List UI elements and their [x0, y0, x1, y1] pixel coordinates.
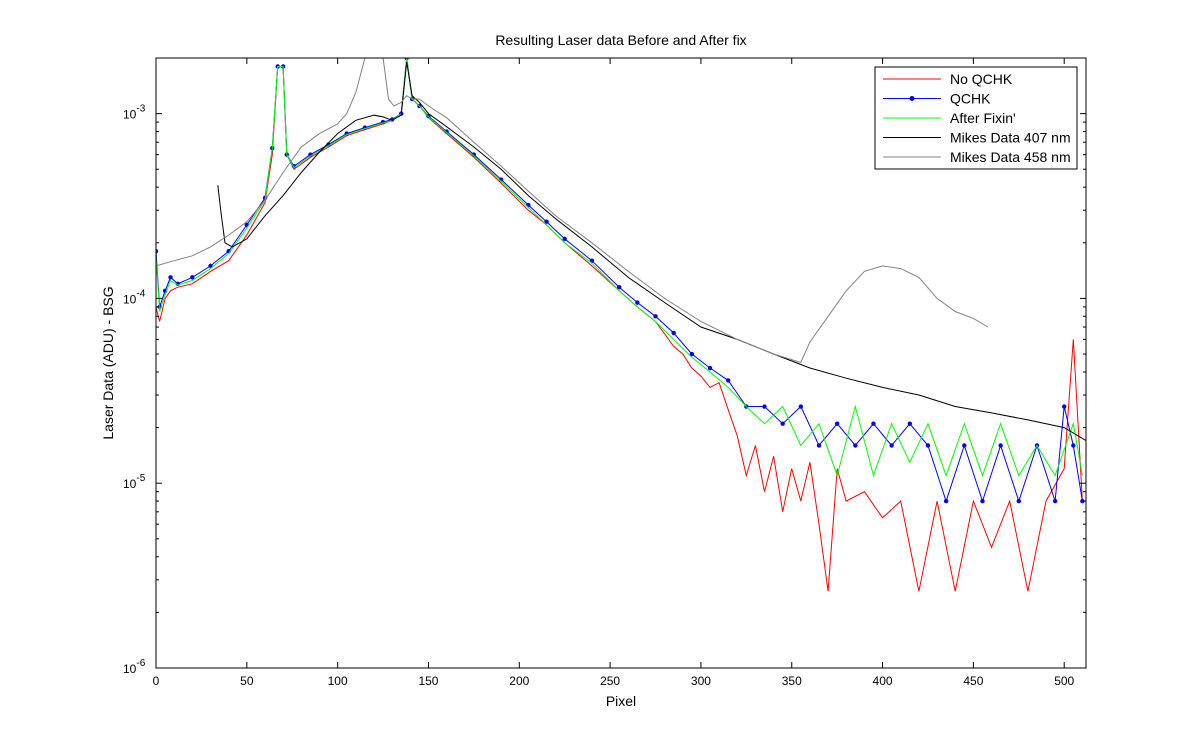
series-point-1 — [1052, 498, 1058, 504]
series-layer — [156, 58, 1086, 592]
series-point-1 — [168, 275, 173, 280]
y-axis: 10-3 10-4 10-5 10-6 — [123, 104, 1086, 676]
series-point-1 — [816, 443, 822, 448]
x-tick-label: 50 — [240, 674, 254, 688]
legend-label-0: No QCHK — [950, 71, 1013, 87]
plot-frame — [155, 57, 1087, 669]
series-point-1 — [853, 443, 858, 448]
series-point-1 — [962, 443, 967, 448]
series-point-1 — [798, 404, 804, 409]
x-tick-label: 250 — [600, 674, 620, 688]
series-point-1 — [635, 300, 640, 305]
legend-marker-1 — [909, 96, 915, 101]
series-point-1 — [707, 365, 713, 371]
legend: No QCHK QCHK After Fixin' Mikes Data 407 nm… — [874, 66, 1078, 170]
series-point-1 — [444, 129, 449, 134]
series-point-1 — [562, 236, 567, 242]
series-point-1 — [907, 421, 913, 426]
y-tick-label: 10-4 — [123, 288, 146, 306]
chart-title: Resulting Laser data Before and After fi… — [495, 32, 746, 48]
x-tick-label: 150 — [418, 674, 438, 688]
series-point-1 — [616, 285, 622, 290]
series-point-1 — [689, 351, 695, 357]
series-line-3 — [217, 62, 1086, 442]
series-point-1 — [780, 421, 785, 426]
series-point-1 — [1016, 498, 1021, 504]
legend-label-3: Mikes Data 407 nm — [950, 130, 1071, 146]
x-tick-label: 400 — [873, 674, 893, 688]
series-point-1 — [1062, 404, 1067, 409]
x-tick-label: 450 — [963, 674, 983, 688]
x-tick-label: 100 — [328, 674, 348, 688]
series-point-1 — [544, 219, 549, 224]
series-line-2 — [156, 58, 1083, 478]
x-tick-label: 300 — [691, 674, 711, 688]
x-axis: 0 50 100 150 200 250 300 350 400 450 500 — [153, 58, 1075, 688]
series-point-1 — [925, 443, 931, 448]
series-point-1 — [762, 404, 767, 409]
series-point-1 — [671, 330, 676, 336]
y-axis-title: Laser Data (ADU) - BSG — [100, 286, 116, 439]
series-point-1 — [980, 498, 985, 504]
legend-label-4: Mikes Data 458 nm — [950, 149, 1071, 165]
y-tick-label: 10-5 — [123, 473, 146, 491]
x-tick-label: 500 — [1054, 674, 1074, 688]
series-point-1 — [725, 378, 731, 383]
series-point-1 — [156, 249, 159, 254]
legend-label-2: After Fixin' — [950, 110, 1016, 126]
series-point-1 — [889, 443, 894, 448]
series-point-1 — [998, 443, 1003, 448]
series-point-1 — [190, 275, 195, 280]
series-point-1 — [653, 314, 658, 319]
series-point-1 — [834, 421, 840, 426]
series-line-4 — [156, 58, 989, 364]
x-tick-label: 200 — [509, 674, 529, 688]
series-point-1 — [1080, 498, 1085, 504]
series-point-1 — [208, 263, 213, 269]
x-tick-label: 350 — [782, 674, 802, 688]
legend-label-1: QCHK — [950, 91, 991, 107]
x-axis-title: Pixel — [606, 693, 636, 709]
x-tick-label: 0 — [153, 674, 160, 688]
y-tick-label: 10-6 — [123, 658, 146, 676]
series-point-1 — [943, 498, 949, 504]
series-point-1 — [871, 421, 876, 426]
series-point-1 — [471, 152, 477, 157]
y-tick-label: 10-3 — [123, 104, 146, 122]
series-point-1 — [1071, 443, 1076, 448]
